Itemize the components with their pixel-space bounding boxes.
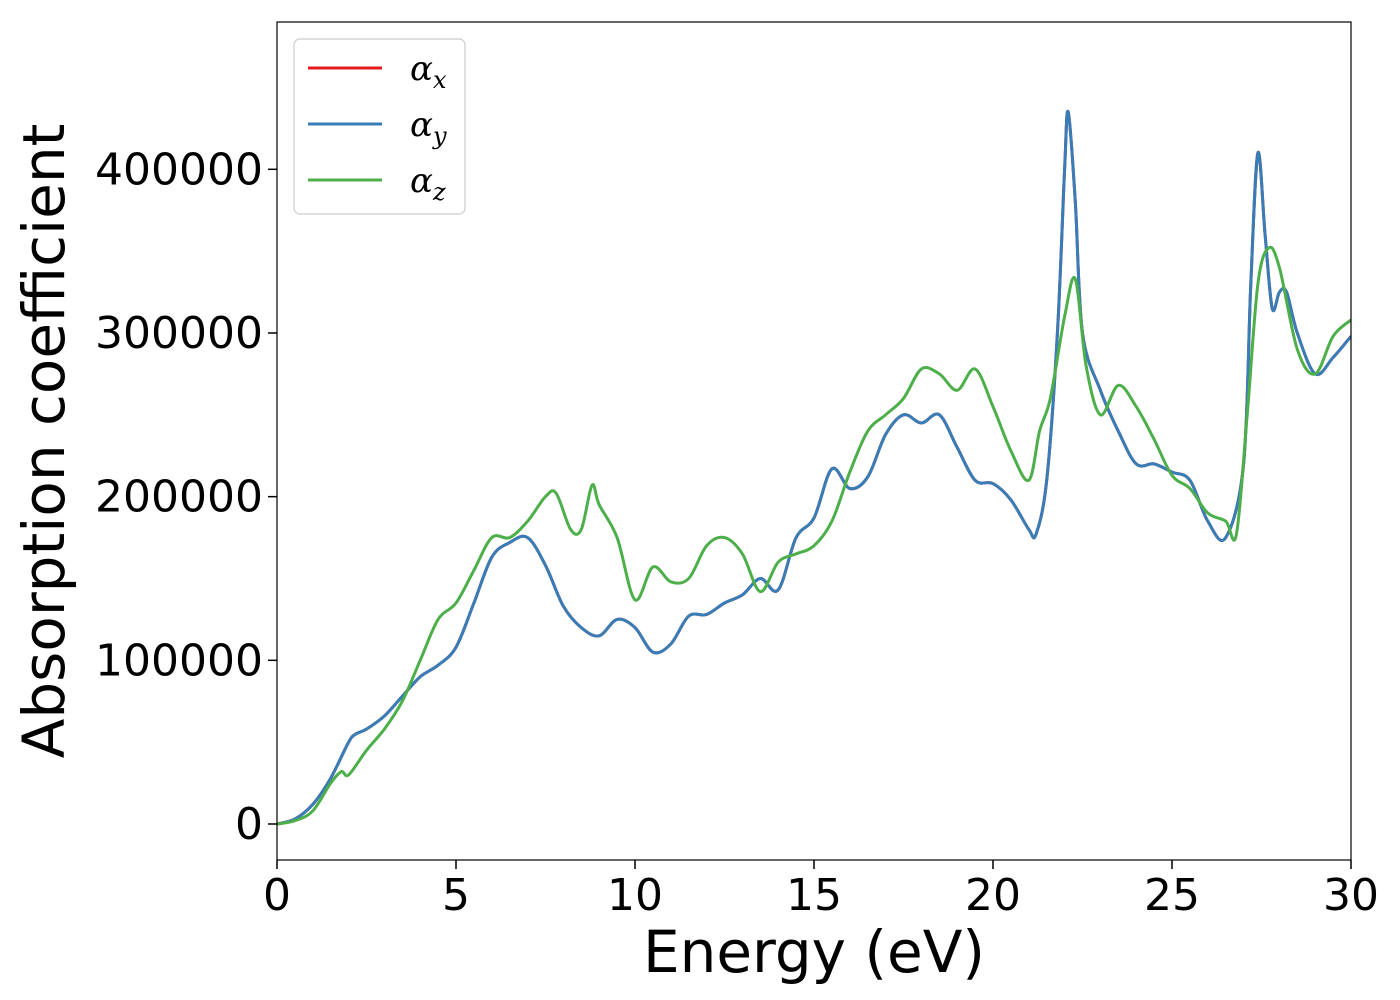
series-line-alpha-y bbox=[277, 109, 1351, 826]
x-tick-label: 20 bbox=[965, 870, 1021, 921]
series-layer bbox=[277, 109, 1351, 826]
series-line-alpha-x bbox=[277, 109, 1351, 826]
legend-label-alpha-y: αy bbox=[410, 105, 447, 150]
legend-label-alpha-z: αz bbox=[410, 161, 446, 206]
x-axis-ticks: 0 5 10 15 20 25 30 bbox=[263, 860, 1379, 921]
x-tick-label: 30 bbox=[1323, 870, 1379, 921]
y-tick-label: 400000 bbox=[95, 144, 263, 195]
x-tick-label: 25 bbox=[1144, 870, 1200, 921]
x-tick-label: 5 bbox=[442, 870, 470, 921]
y-tick-label: 100000 bbox=[95, 635, 263, 686]
x-tick-label: 15 bbox=[786, 870, 842, 921]
x-axis-title: Energy (eV) bbox=[643, 918, 985, 986]
x-tick-label: 10 bbox=[607, 870, 663, 921]
y-axis-ticks: 0 100000 200000 300000 400000 bbox=[95, 144, 277, 850]
y-tick-label: 0 bbox=[235, 799, 263, 850]
x-tick-label: 0 bbox=[263, 870, 291, 921]
y-axis-title: Absorption coefficient bbox=[10, 124, 78, 759]
y-tick-label: 300000 bbox=[95, 308, 263, 359]
y-tick-label: 200000 bbox=[95, 472, 263, 523]
series-line-alpha-z bbox=[277, 245, 1351, 826]
legend-label-alpha-x: αx bbox=[410, 49, 447, 94]
legend-box bbox=[293, 38, 466, 215]
legend: αx αy αz bbox=[293, 38, 466, 215]
